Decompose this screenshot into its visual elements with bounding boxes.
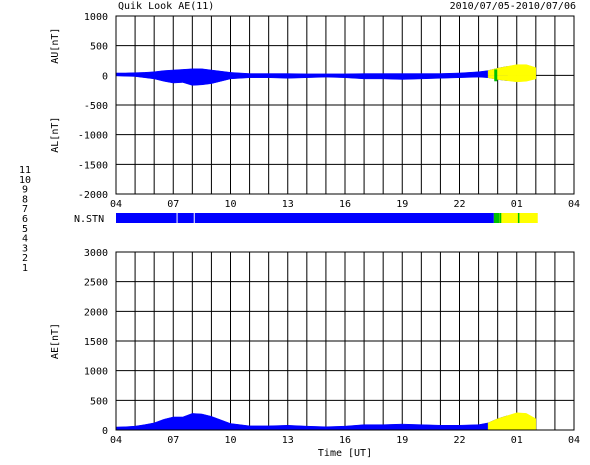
y-tick-label: -1000 [78,131,108,142]
station-legend-item: 10 [19,175,31,186]
x-tick-label: 04 [568,435,580,446]
date-range: 2010/07/05-2010/07/06 [449,1,576,12]
y-tick-label: 500 [90,42,108,53]
y-tick-label: 1000 [84,367,108,378]
x-tick-label: 13 [282,199,294,210]
station-legend-item: 6 [22,214,28,225]
x-tick-label: 19 [396,199,408,210]
station-legend-item: 8 [22,194,28,205]
station-legend-item: 3 [22,243,28,254]
y-tick-label: 2500 [84,278,108,289]
x-tick-label: 07 [167,199,179,210]
plot-grid-3 [116,252,574,430]
x-tick-label: 10 [224,435,236,446]
plot-frame-3 [115,251,575,431]
al-series-recent [487,75,537,83]
au-axis-label: AU[nT] [50,28,61,64]
station-legend-item: 7 [22,204,28,215]
y-tick-label: -500 [84,101,108,112]
x-tick-label: 19 [396,435,408,446]
x-tick-label: 04 [568,199,580,210]
y-tick-label: -1500 [78,160,108,171]
x-tick-label: 16 [339,435,351,446]
x-tick-label: 10 [224,199,236,210]
station-segment-2 [493,213,500,223]
station-legend-item: 1 [22,263,28,274]
page-title: Quik Look AE(11) [118,1,215,12]
station-legend-item: 4 [22,234,28,245]
al-series-main [115,75,508,86]
station-legend-item: 11 [19,165,31,176]
x-axis-label: Time [UT] [318,448,372,459]
ae-series-recent [487,412,537,431]
x-tick-label: 01 [511,435,523,446]
station-bar-label: N.STN [74,214,104,225]
y-tick-label: 1000 [84,12,108,23]
x-tick-label: 07 [167,435,179,446]
al-axis-label: AL[nT] [50,117,61,153]
y-tick-label: 0 [102,71,108,82]
plot-grid-1 [116,16,574,194]
y-tick-label: -2000 [78,190,108,201]
y-tick-label: 500 [90,396,108,407]
plot-frame-1 [115,15,575,195]
y-tick-label: 2000 [84,307,108,318]
x-tick-label: 04 [110,199,122,210]
y-tick-label: 3000 [84,248,108,259]
x-tick-label: 16 [339,199,351,210]
au-series-main [115,66,508,76]
station-legend-item: 5 [22,224,28,235]
station-legend-item: 2 [22,253,28,264]
ae-axis-label: AE[nT] [50,323,61,359]
y-tick-label: 1500 [84,337,108,348]
x-tick-label: 22 [453,199,465,210]
x-tick-label: 22 [453,435,465,446]
station-legend-item: 9 [22,185,28,196]
x-tick-label: 04 [110,435,122,446]
ae-series-main [115,413,508,431]
x-tick-label: 13 [282,435,294,446]
y-tick-label: 0 [102,426,108,437]
station-segment-1 [116,213,494,223]
x-tick-label: 01 [511,199,523,210]
